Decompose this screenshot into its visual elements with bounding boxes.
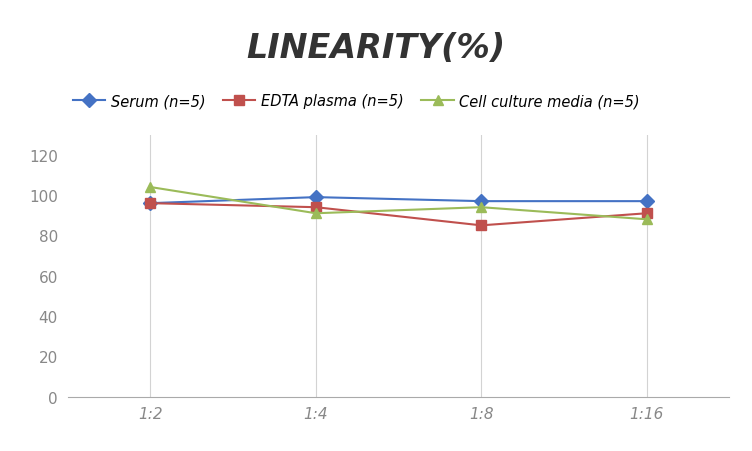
Cell culture media (n=5): [311, 211, 320, 216]
Legend: Serum (n=5), EDTA plasma (n=5), Cell culture media (n=5): Serum (n=5), EDTA plasma (n=5), Cell cul…: [68, 88, 646, 115]
Text: LINEARITY(%): LINEARITY(%): [247, 32, 505, 64]
Serum (n=5): [642, 199, 651, 204]
Line: EDTA plasma (n=5): EDTA plasma (n=5): [146, 199, 651, 231]
Serum (n=5): [311, 195, 320, 200]
EDTA plasma (n=5): [311, 205, 320, 211]
Cell culture media (n=5): [642, 217, 651, 222]
EDTA plasma (n=5): [477, 223, 486, 229]
Line: Cell culture media (n=5): Cell culture media (n=5): [146, 183, 651, 225]
EDTA plasma (n=5): [146, 201, 155, 207]
Cell culture media (n=5): [477, 205, 486, 211]
EDTA plasma (n=5): [642, 211, 651, 216]
Line: Serum (n=5): Serum (n=5): [146, 193, 651, 208]
Serum (n=5): [477, 199, 486, 204]
Cell culture media (n=5): [146, 185, 155, 190]
Serum (n=5): [146, 201, 155, 207]
